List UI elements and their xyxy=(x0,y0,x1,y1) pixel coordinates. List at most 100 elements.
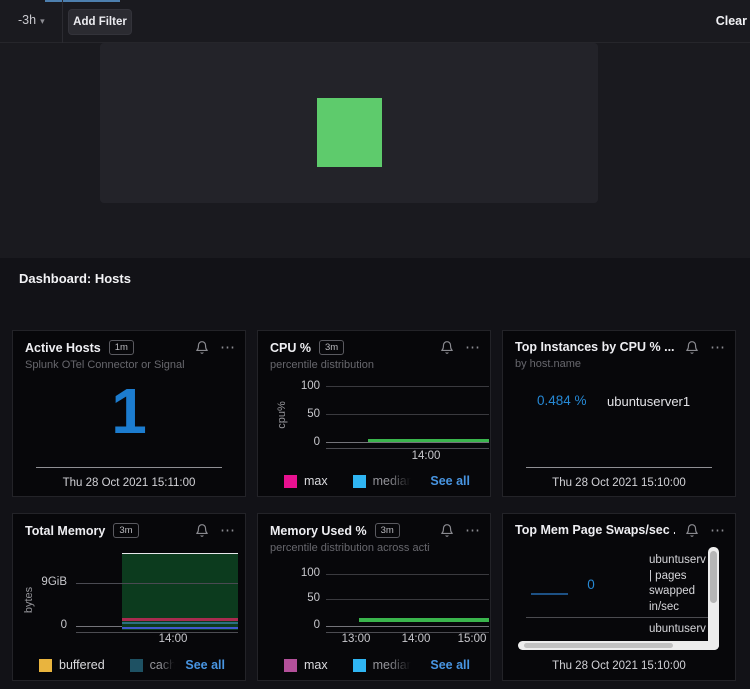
legend-label: buffered xyxy=(59,658,105,672)
gridline xyxy=(326,386,489,387)
panel-timestamp: Thu 28 Oct 2021 15:10:00 xyxy=(503,660,735,672)
memory-used-series-line xyxy=(359,618,489,622)
add-filter-button[interactable]: Add Filter xyxy=(68,9,132,35)
y-tick: 50 xyxy=(280,592,320,604)
vertical-scrollbar-thumb[interactable] xyxy=(710,551,717,603)
legend-item-max[interactable]: max xyxy=(284,658,328,672)
y-tick: 50 xyxy=(280,408,320,420)
chart-area[interactable]: bytes 9GiB 0 14:00 xyxy=(13,514,245,680)
gridline xyxy=(326,574,489,575)
legend-swatch xyxy=(130,659,143,672)
legend-swatch xyxy=(353,659,366,672)
swap-metric-label: ubuntuserv xyxy=(649,622,709,638)
gridline xyxy=(326,414,489,415)
bell-icon[interactable] xyxy=(685,340,699,355)
y-tick: 0 xyxy=(280,436,320,448)
y-tick: 100 xyxy=(280,567,320,579)
panel-title: Top Instances by CPU % ... xyxy=(515,340,675,354)
memory-band-red xyxy=(122,618,238,621)
clear-button[interactable]: Clear xyxy=(716,14,747,28)
tab-accent-line xyxy=(45,0,120,2)
legend-label: cach xyxy=(150,658,176,672)
time-range-value: -3h xyxy=(18,13,36,27)
gridline xyxy=(76,583,238,584)
zero-axis-line xyxy=(326,626,489,627)
legend-item-max[interactable]: max xyxy=(284,474,328,488)
horizontal-scrollbar-thumb[interactable] xyxy=(524,643,673,648)
panel-subtitle: Splunk OTel Connector or SignalFx SmartA… xyxy=(25,359,185,371)
legend-label: median xyxy=(373,658,414,672)
chart-legend: max median See all xyxy=(284,474,470,488)
legend-item-median[interactable]: median xyxy=(353,474,414,488)
legend-label: median xyxy=(373,474,414,488)
panel-title: Active Hosts xyxy=(25,341,101,355)
time-range-dropdown[interactable]: -3h ▾ xyxy=(18,13,45,27)
instance-host-name: ubuntuserver1 xyxy=(607,394,690,409)
legend-label: max xyxy=(304,474,328,488)
see-all-link[interactable]: See all xyxy=(430,474,470,488)
legend-item-median[interactable]: median xyxy=(353,658,414,672)
chart-area[interactable]: 100 50 0 13:00 14:00 15:00 xyxy=(258,514,490,680)
legend-label: max xyxy=(304,658,328,672)
legend-swatch xyxy=(284,659,297,672)
refresh-badge: 1m xyxy=(109,340,134,355)
heatmap-host-cell[interactable] xyxy=(317,98,382,167)
y-tick: 0 xyxy=(280,619,320,631)
overview-region xyxy=(0,43,750,258)
y-tick: 0 xyxy=(27,619,67,631)
swap-rate-value: 0 xyxy=(581,577,601,592)
label-line: ubuntuserv xyxy=(649,622,709,638)
see-all-link[interactable]: See all xyxy=(185,658,225,672)
more-icon[interactable]: ⋯ xyxy=(710,343,725,353)
y-tick: 100 xyxy=(280,380,320,392)
timestamp-divider xyxy=(526,467,712,468)
panel-total-memory: Total Memory 3m ⋯ bytes 9GiB 0 14:00 buf… xyxy=(12,513,246,681)
swap-metric-label: ubuntuserv | pages swapped in/sec xyxy=(649,553,709,615)
legend-swatch xyxy=(353,475,366,488)
chevron-down-icon: ▾ xyxy=(40,16,45,26)
sparkline xyxy=(531,593,568,595)
memory-band-blue xyxy=(122,627,238,629)
memory-band-teal xyxy=(122,622,238,624)
panel-header: Top Instances by CPU % ... by host.name xyxy=(515,340,675,370)
bell-icon[interactable] xyxy=(195,340,209,355)
axis-shadow-line xyxy=(326,448,489,449)
x-tick: 13:00 xyxy=(334,633,378,645)
label-line: | pages xyxy=(649,569,709,585)
legend-item-cached[interactable]: cach xyxy=(130,658,176,672)
top-filter-bar: -3h ▾ Add Filter Clear xyxy=(0,0,750,43)
x-tick: 14:00 xyxy=(394,633,438,645)
chart-legend: buffered cach See all xyxy=(39,658,225,672)
panel-timestamp: Thu 28 Oct 2021 15:10:00 xyxy=(503,477,735,489)
panel-memory-used: Memory Used % 3m percentile distribution… xyxy=(257,513,491,681)
panel-timestamp: Thu 28 Oct 2021 15:11:00 xyxy=(13,477,245,489)
chart-legend: max median See all xyxy=(284,658,470,672)
panel-header: Active Hosts 1m Splunk OTel Connector or… xyxy=(25,340,185,371)
legend-item-buffered[interactable]: buffered xyxy=(39,658,105,672)
row-divider xyxy=(526,617,708,618)
dashboard-title: Dashboard: Hosts xyxy=(19,271,131,286)
more-icon[interactable]: ⋯ xyxy=(220,343,235,353)
swaps-list[interactable]: 0 ubuntuserv | pages swapped in/sec ubun… xyxy=(503,514,735,680)
instance-cpu-value: 0.484 % xyxy=(537,393,587,408)
single-value: 1 xyxy=(13,379,245,443)
gridline xyxy=(326,599,489,600)
label-line: swapped xyxy=(649,584,709,600)
x-tick: 14:00 xyxy=(404,450,448,462)
label-line: ubuntuserv xyxy=(649,553,709,569)
cpu-series-line xyxy=(368,439,489,442)
y-tick: 9GiB xyxy=(27,576,67,588)
see-all-link[interactable]: See all xyxy=(430,658,470,672)
panel-top-cpu-instances: Top Instances by CPU % ... by host.name … xyxy=(502,330,736,497)
x-tick: 15:00 xyxy=(452,633,492,645)
legend-swatch xyxy=(284,475,297,488)
panel-mem-page-swaps: Top Mem Page Swaps/sec ... ⋯ 0 ubuntuser… xyxy=(502,513,736,681)
panel-subtitle: by host.name xyxy=(515,358,675,370)
host-heatmap-card xyxy=(100,43,598,203)
chart-area[interactable]: cpu% 100 50 0 14:00 xyxy=(258,331,490,496)
panel-cpu: CPU % 3m percentile distribution ⋯ cpu% … xyxy=(257,330,491,497)
x-tick: 14:00 xyxy=(151,633,195,645)
panel-active-hosts: Active Hosts 1m Splunk OTel Connector or… xyxy=(12,330,246,497)
zero-axis-line xyxy=(326,442,489,443)
timestamp-divider xyxy=(36,467,222,468)
